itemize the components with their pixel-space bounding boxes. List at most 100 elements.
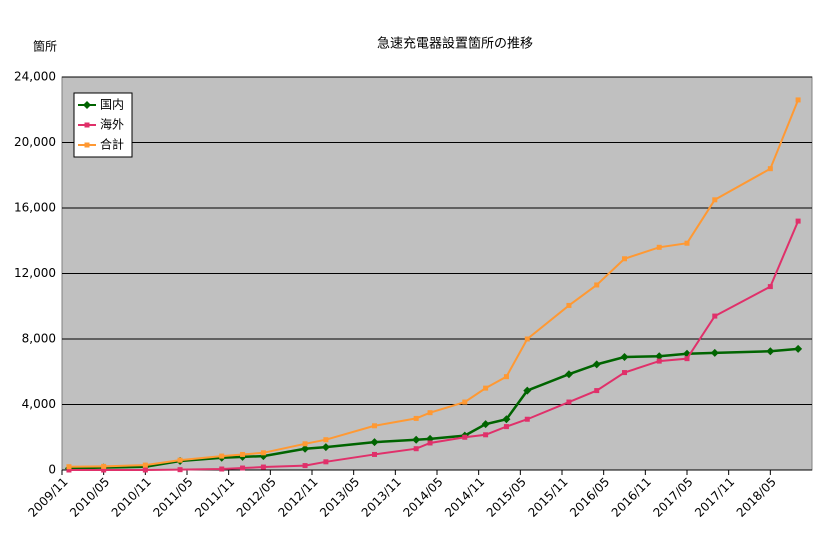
- point: [524, 336, 530, 342]
- x-tick-label: 2013/05: [317, 475, 362, 520]
- y-tick-label: 24,000: [14, 70, 56, 84]
- x-tick-label: 2009/11: [25, 475, 70, 520]
- y-axis-label: 箇所: [33, 40, 57, 54]
- point: [260, 464, 266, 470]
- y-tick-label: 4,000: [22, 397, 56, 411]
- point: [302, 463, 308, 469]
- y-tick-label: 8,000: [22, 332, 56, 346]
- point: [767, 166, 773, 172]
- point: [413, 446, 419, 452]
- legend-label: 海外: [100, 117, 124, 132]
- point: [523, 386, 532, 395]
- series-line: [68, 347, 799, 470]
- point: [219, 453, 225, 459]
- point: [321, 443, 330, 452]
- point: [710, 348, 719, 357]
- point: [412, 435, 421, 444]
- point: [240, 465, 246, 471]
- point: [483, 432, 489, 438]
- point: [503, 424, 509, 430]
- point: [481, 420, 490, 429]
- legend-marker: [83, 101, 91, 109]
- point: [462, 434, 468, 440]
- point: [370, 438, 379, 447]
- x-tick-label: 2014/11: [442, 475, 487, 520]
- point: [594, 388, 600, 394]
- point: [656, 244, 662, 250]
- point: [794, 344, 803, 353]
- point: [372, 451, 377, 457]
- point: [767, 284, 773, 290]
- y-tick-label: 16,000: [14, 201, 56, 215]
- x-tick-label: 2015/05: [484, 475, 529, 520]
- point: [219, 466, 225, 472]
- x-tick-label: 2017/05: [650, 475, 695, 520]
- x-tick-label: 2014/05: [400, 475, 445, 520]
- y-tick-label: 20,000: [14, 135, 56, 149]
- point: [301, 444, 310, 453]
- x-tick-label: 2012/05: [234, 475, 279, 520]
- point: [566, 302, 572, 308]
- point: [483, 385, 489, 391]
- point: [656, 358, 662, 364]
- point: [502, 415, 511, 424]
- point: [594, 282, 600, 288]
- x-tick-label: 2013/11: [359, 475, 404, 520]
- point: [620, 353, 629, 362]
- legend-label: 国内: [100, 98, 124, 112]
- point: [323, 437, 329, 443]
- point: [372, 423, 377, 429]
- point: [142, 462, 148, 468]
- point: [413, 415, 419, 421]
- x-tick-label: 2016/11: [609, 475, 654, 520]
- point: [592, 360, 601, 369]
- point: [766, 347, 775, 356]
- x-tick-label: 2016/05: [567, 475, 612, 520]
- point: [427, 410, 433, 416]
- point: [427, 440, 433, 446]
- point: [66, 467, 72, 473]
- point: [302, 441, 308, 447]
- point: [177, 467, 183, 473]
- point: [684, 240, 690, 246]
- point: [712, 197, 718, 203]
- point: [524, 416, 530, 422]
- point: [795, 218, 801, 224]
- y-tick-label: 12,000: [14, 266, 56, 280]
- point: [142, 467, 148, 473]
- legend-marker: [84, 142, 90, 148]
- point: [66, 464, 72, 470]
- point: [564, 370, 573, 379]
- point: [503, 374, 509, 380]
- point: [622, 370, 627, 376]
- legend-marker: [84, 122, 90, 128]
- x-tick-label: 2010/05: [67, 475, 112, 520]
- point: [240, 451, 246, 457]
- x-tick-label: 2015/11: [525, 475, 570, 520]
- point: [177, 457, 183, 463]
- x-tick-label: 2018/05: [734, 475, 779, 520]
- point: [101, 463, 107, 469]
- point: [684, 356, 690, 362]
- series-line: [68, 220, 800, 471]
- chart-title: 急速充電器設置箇所の推移: [377, 36, 533, 52]
- x-tick-label: 2011/05: [150, 475, 195, 520]
- point: [655, 352, 664, 361]
- point: [566, 399, 572, 405]
- x-tick-label: 2017/11: [692, 475, 737, 520]
- x-tick-label: 2011/11: [192, 475, 237, 520]
- point: [712, 313, 718, 319]
- point: [323, 459, 329, 465]
- legend-label: 合計: [100, 137, 124, 152]
- point: [260, 450, 266, 456]
- point: [101, 467, 107, 473]
- series-line: [68, 99, 800, 468]
- point: [462, 399, 468, 405]
- point: [795, 97, 801, 103]
- x-tick-label: 2012/11: [275, 475, 320, 520]
- point: [622, 256, 627, 262]
- y-tick-label: 0: [48, 463, 56, 477]
- x-tick-label: 2010/11: [109, 475, 154, 520]
